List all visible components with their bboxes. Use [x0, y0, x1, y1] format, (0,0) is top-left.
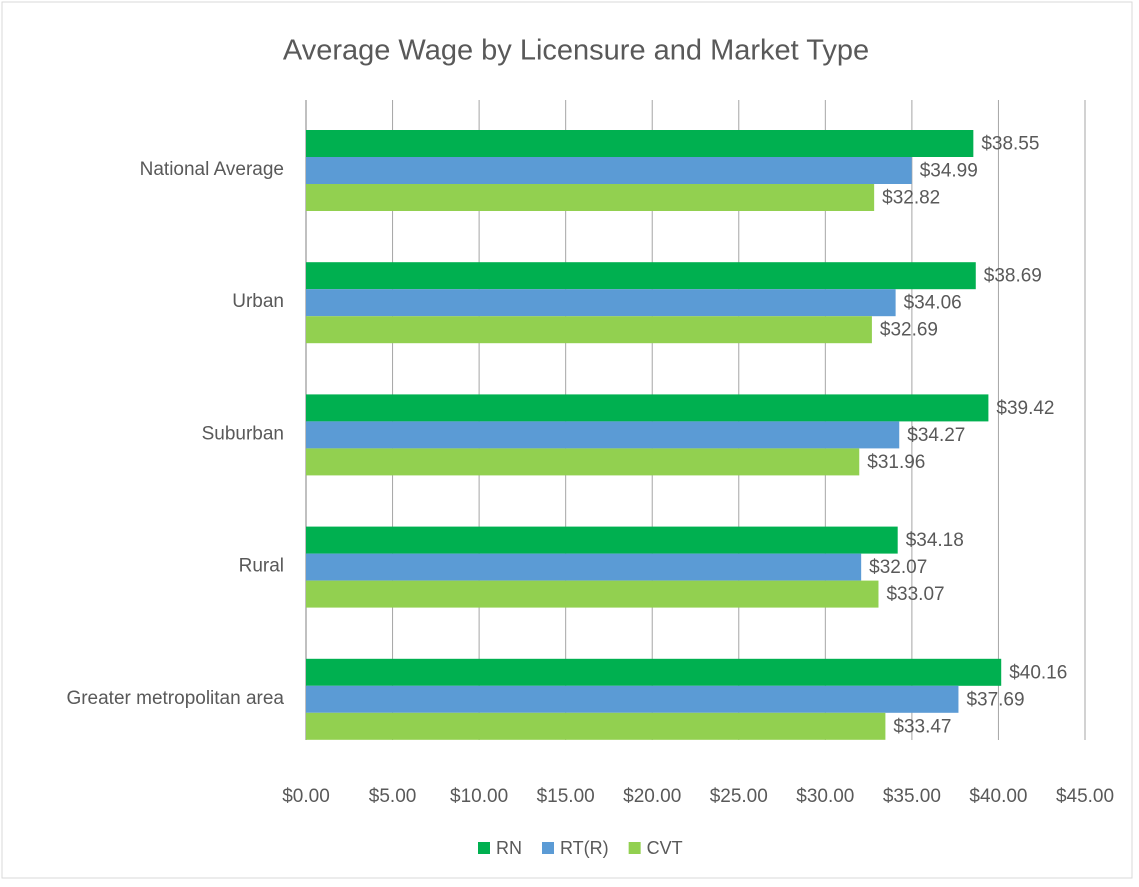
x-tick-label: $0.00 — [282, 786, 330, 807]
y-tick-label: Suburban — [202, 423, 284, 444]
data-label: $31.96 — [867, 452, 925, 473]
data-label: $38.69 — [984, 266, 1042, 287]
legend-label: RN — [496, 838, 522, 858]
bar — [306, 421, 900, 449]
x-tick-label: $20.00 — [623, 786, 681, 807]
legend-swatch — [542, 842, 554, 854]
x-tick-label: $25.00 — [710, 786, 768, 807]
y-tick-label: Greater metropolitan area — [66, 688, 284, 709]
data-label: $39.42 — [996, 398, 1054, 419]
bar — [306, 685, 959, 713]
y-tick-label: Rural — [239, 556, 284, 577]
data-label: $32.07 — [869, 557, 927, 578]
bar — [306, 262, 976, 290]
bar — [306, 658, 1002, 686]
y-tick-label: Urban — [232, 291, 284, 312]
y-tick-label: National Average — [140, 159, 284, 180]
x-tick-label: $35.00 — [883, 786, 941, 807]
x-tick-label: $45.00 — [1056, 786, 1114, 807]
data-label: $32.82 — [882, 188, 940, 209]
data-label: $34.99 — [920, 161, 978, 182]
bar — [306, 157, 912, 184]
bar — [306, 184, 875, 211]
data-label: $33.47 — [893, 716, 951, 737]
data-label: $34.27 — [907, 425, 965, 446]
bar — [306, 316, 872, 344]
data-label: $34.06 — [904, 293, 962, 314]
data-label: $38.55 — [981, 134, 1039, 155]
x-tick-label: $30.00 — [796, 786, 854, 807]
bar — [306, 394, 989, 422]
x-tick-label: $5.00 — [369, 786, 417, 807]
bar — [306, 130, 974, 157]
x-tick-label: $10.00 — [450, 786, 508, 807]
bar — [306, 553, 862, 581]
x-tick-label: $40.00 — [969, 786, 1027, 807]
data-label: $34.18 — [906, 530, 964, 551]
data-label: $37.69 — [966, 689, 1024, 710]
bar — [306, 448, 860, 476]
data-label: $40.16 — [1009, 662, 1067, 683]
bar — [306, 580, 879, 608]
data-label: $33.07 — [886, 584, 944, 605]
bar — [306, 526, 898, 554]
chart-title: Average Wage by Licensure and Market Typ… — [283, 35, 869, 67]
bar — [306, 712, 886, 740]
legend-label: RT(R) — [560, 838, 609, 858]
data-label: $32.69 — [880, 320, 938, 341]
legend-label: CVT — [647, 838, 683, 858]
legend-swatch — [628, 842, 641, 854]
x-tick-label: $15.00 — [537, 786, 595, 807]
bar — [306, 289, 896, 317]
legend-swatch — [478, 842, 490, 854]
